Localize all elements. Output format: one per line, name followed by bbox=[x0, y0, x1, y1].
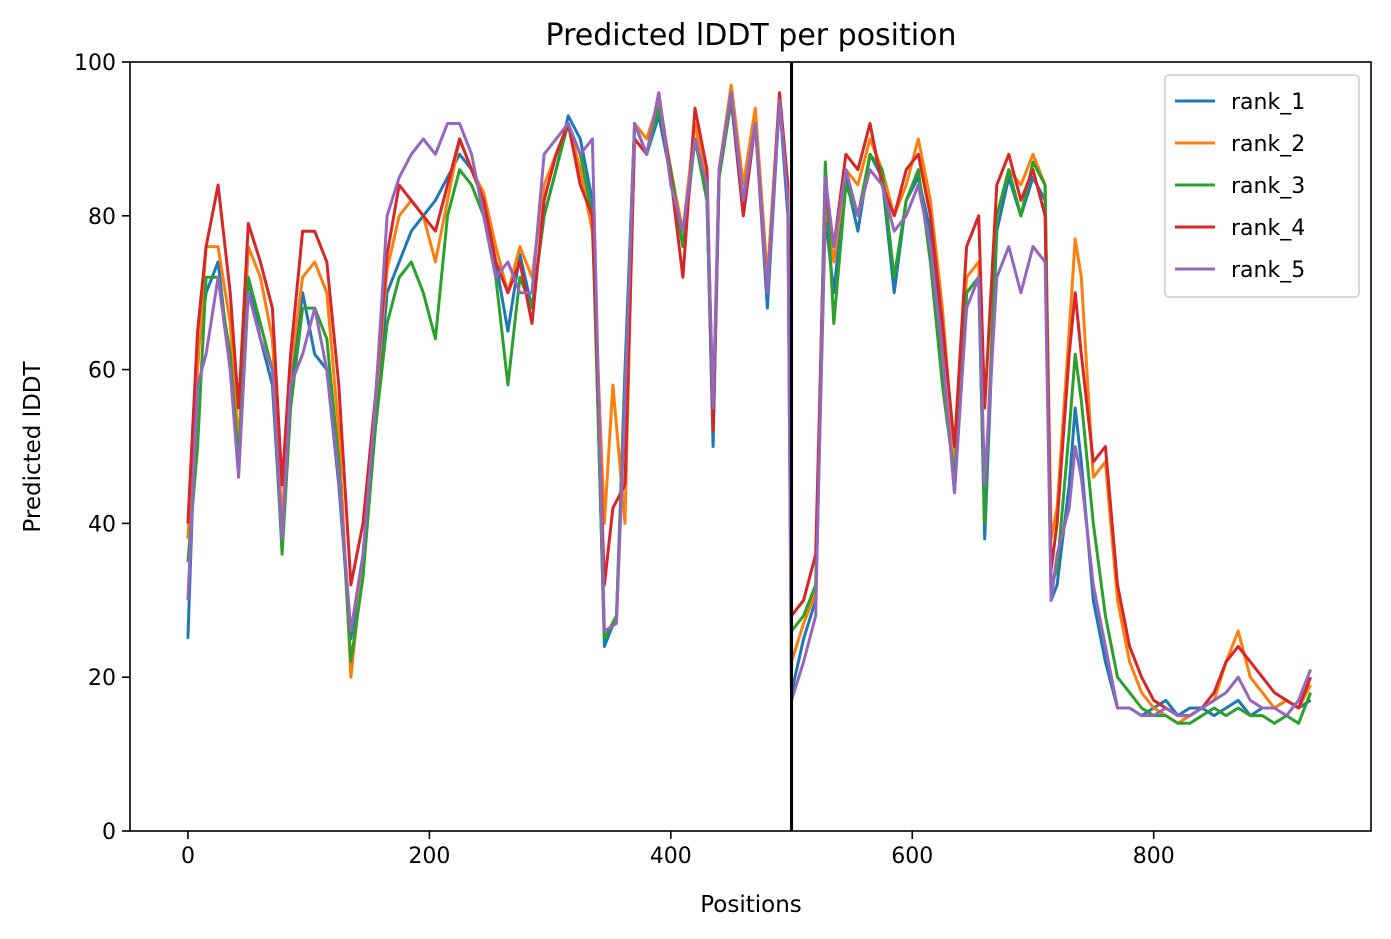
legend-box bbox=[1164, 74, 1360, 298]
y-tick-label: 0 bbox=[102, 820, 116, 845]
y-tick-label: 40 bbox=[88, 512, 116, 537]
legend-label-rank_5: rank_5 bbox=[1231, 258, 1305, 283]
x-tick-label: 400 bbox=[650, 844, 692, 869]
legend: rank_1 rank_2 rank_3 rank_4 rank_5 bbox=[1164, 74, 1360, 298]
x-axis-label: Positions bbox=[700, 892, 802, 918]
x-tick-label: 600 bbox=[891, 844, 933, 869]
series-line-rank_3 bbox=[186, 99, 1312, 725]
series-line-rank_5 bbox=[186, 91, 1312, 718]
x-tick-label: 0 bbox=[181, 844, 195, 869]
y-axis-label: Predicted lDDT bbox=[20, 360, 46, 532]
legend-label-rank_2: rank_2 bbox=[1231, 132, 1305, 157]
x-tick-label: 800 bbox=[1133, 844, 1175, 869]
y-tick-label: 20 bbox=[88, 666, 116, 691]
legend-label-rank_1: rank_1 bbox=[1231, 90, 1305, 115]
x-tick-label: 200 bbox=[408, 844, 450, 869]
y-tick-label: 80 bbox=[88, 205, 116, 230]
series-layer bbox=[186, 83, 1312, 725]
plot-frame bbox=[129, 61, 1372, 832]
chart-title: Predicted lDDT per position bbox=[546, 18, 957, 53]
y-axis-ticks: 0 20 40 60 80 100 bbox=[74, 51, 130, 845]
y-tick-label: 100 bbox=[74, 51, 116, 76]
y-tick-label: 60 bbox=[88, 359, 116, 384]
x-axis-ticks: 0 200 400 600 800 bbox=[181, 831, 1175, 869]
legend-label-rank_3: rank_3 bbox=[1231, 174, 1305, 199]
legend-label-rank_4: rank_4 bbox=[1231, 216, 1305, 241]
